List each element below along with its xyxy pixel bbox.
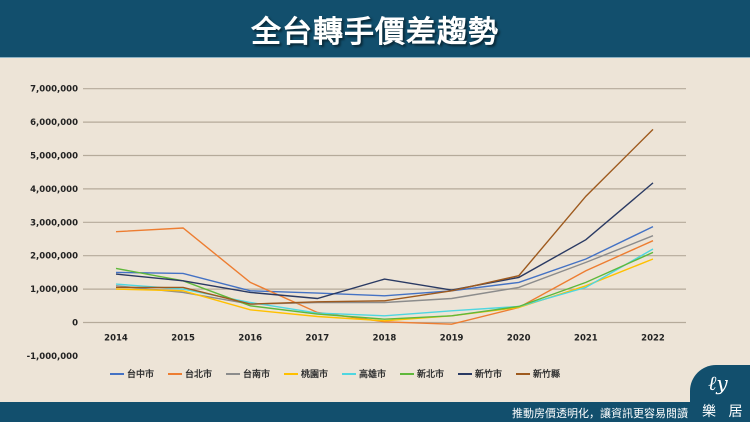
legend-swatch xyxy=(516,372,531,375)
y-tick-label: 2,000,000 xyxy=(30,252,78,262)
legend-label: 高雄市 xyxy=(359,370,387,380)
legend-item: 高雄市 xyxy=(342,367,386,380)
legend-label: 台中市 xyxy=(126,370,154,380)
x-tick-label: 2020 xyxy=(507,334,531,344)
y-tick-label: 4,000,000 xyxy=(30,185,78,195)
x-tick-label: 2022 xyxy=(641,334,665,344)
legend-item: 新竹縣 xyxy=(516,367,560,380)
series-line-高雄市 xyxy=(115,248,654,317)
legend-swatch xyxy=(458,372,473,375)
y-tick-label: 1,000,000 xyxy=(30,285,78,295)
footer: 推動房價透明化，讓資訊更容易閱讀 xyxy=(0,402,750,422)
header: 全台轉手價差趨勢 xyxy=(0,0,750,58)
series-line-台北市 xyxy=(115,227,654,325)
series-line-台南市 xyxy=(115,235,654,305)
x-tick-label: 2017 xyxy=(306,334,330,344)
legend-item: 桃園市 xyxy=(283,367,328,380)
logo: ℓy 樂 居 xyxy=(690,365,750,422)
y-tick-label: 7,000,000 xyxy=(30,85,78,95)
legend-item: 新竹市 xyxy=(458,367,502,380)
y-tick-label: 6,000,000 xyxy=(30,118,78,128)
legend-label: 新竹市 xyxy=(475,370,503,380)
legend-item: 台北市 xyxy=(167,367,212,380)
x-tick-label: 2021 xyxy=(574,334,598,344)
legend-item: 新北市 xyxy=(400,367,444,380)
x-tick-label: 2018 xyxy=(373,334,397,344)
legend-label: 新竹縣 xyxy=(533,370,561,380)
y-tick-label: 5,000,000 xyxy=(30,152,78,162)
page-title: 全台轉手價差趨勢 xyxy=(251,14,499,50)
legend-swatch xyxy=(400,372,415,375)
legend-swatch xyxy=(283,372,298,375)
legend-label: 台南市 xyxy=(242,370,270,380)
series-line-桃園市 xyxy=(115,258,654,322)
logo-mark-icon: ℓy xyxy=(708,371,728,395)
legend-swatch xyxy=(225,372,240,375)
series-line-新北市 xyxy=(115,251,654,320)
legend-label: 新北市 xyxy=(417,370,445,380)
x-tick-label: 2014 xyxy=(104,334,128,344)
logo-text: 樂 居 xyxy=(702,404,747,420)
y-tick-label: 3,000,000 xyxy=(30,218,78,228)
series-line-台中市 xyxy=(115,225,654,297)
chart-legend: 台中市 台北市 台南市 桃園市 高雄市 新北市 新竹市 新竹縣 xyxy=(0,367,750,380)
x-tick-label: 2019 xyxy=(440,334,464,344)
legend-item: 台南市 xyxy=(225,367,270,380)
footer-slogan: 推動房價透明化，讓資訊更容易閱讀 xyxy=(512,407,688,420)
series-line-新竹市 xyxy=(115,182,654,300)
y-tick-label: 0 xyxy=(72,319,78,329)
line-chart: -1,000,000 0 1,000,000 2,000,000 3,000,000 4,… xyxy=(27,85,686,362)
legend-swatch xyxy=(167,372,182,375)
legend-swatch xyxy=(109,372,124,375)
legend-item: 台中市 xyxy=(109,367,154,380)
series-line-新竹縣 xyxy=(116,128,654,305)
x-tick-label: 2015 xyxy=(171,334,195,344)
legend-label: 台北市 xyxy=(184,370,212,380)
x-tick-label: 2016 xyxy=(238,334,262,344)
legend-label: 桃園市 xyxy=(300,370,328,380)
y-tick-label: -1,000,000 xyxy=(27,352,78,362)
legend-swatch xyxy=(342,372,356,375)
